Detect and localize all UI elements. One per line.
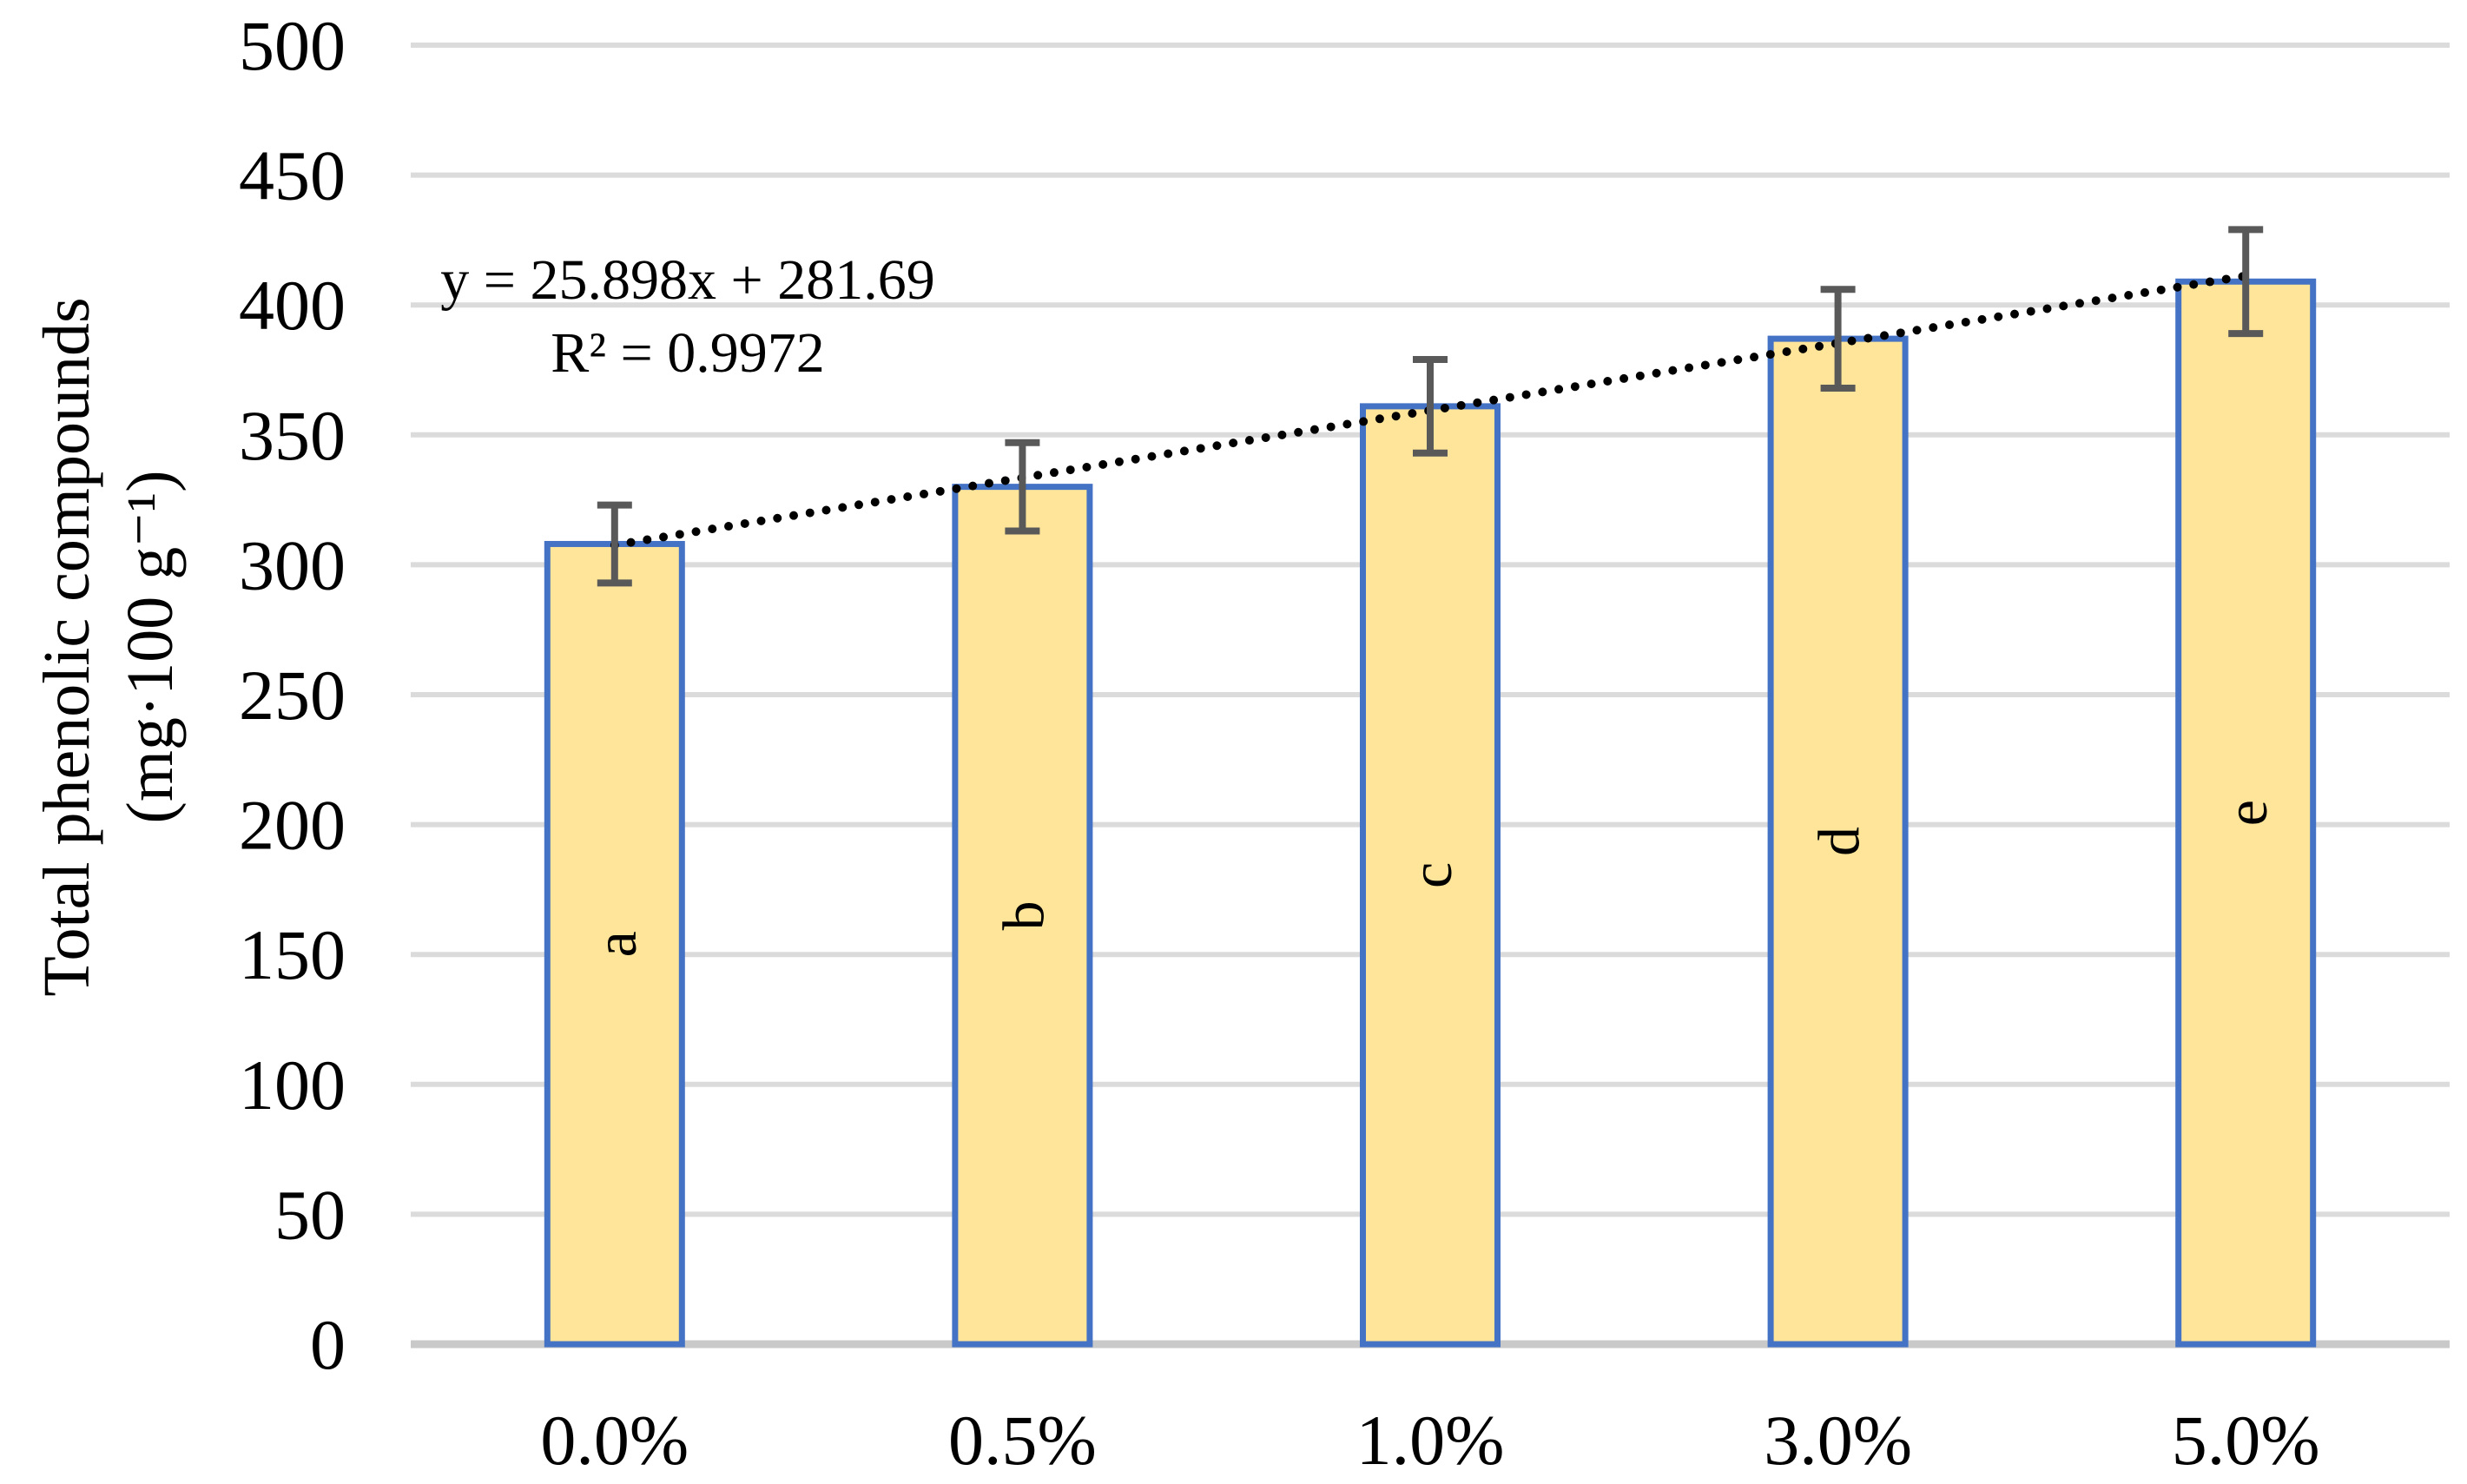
error-bar bbox=[1820, 286, 1856, 392]
bar-letter-label: b bbox=[990, 900, 1056, 930]
y-tick-label: 300 bbox=[239, 525, 346, 604]
y-tick-label: 150 bbox=[239, 915, 346, 994]
trendline-equation-block: y = 25.898x + 281.69 R² = 0.9972 bbox=[254, 244, 1122, 390]
bar-letter-label: c bbox=[1398, 862, 1464, 888]
y-tick-label: 400 bbox=[239, 266, 346, 345]
y-axis-title: Total phenolic compounds (mg·100 g⁻¹) bbox=[25, 109, 192, 1185]
error-bar bbox=[1005, 439, 1040, 535]
y-tick-label: 200 bbox=[239, 786, 346, 865]
y-axis-title-line1: Total phenolic compounds bbox=[30, 297, 103, 997]
bar-letter-label: a bbox=[583, 931, 649, 957]
error-bar bbox=[597, 501, 632, 587]
bar bbox=[544, 540, 685, 1348]
x-tick-label: 5.0% bbox=[2172, 1401, 2320, 1480]
error-bar bbox=[2228, 226, 2264, 338]
bar-letter-label: e bbox=[2213, 800, 2279, 826]
bar-letter-label: d bbox=[1806, 827, 1872, 856]
y-tick-label: 250 bbox=[239, 656, 346, 735]
trendline-r-squared: R² = 0.9972 bbox=[551, 321, 825, 385]
trendline-equation: y = 25.898x + 281.69 bbox=[440, 248, 935, 312]
y-tick-label: 100 bbox=[239, 1045, 346, 1125]
y-tick-label: 50 bbox=[274, 1175, 346, 1254]
bar bbox=[952, 484, 1093, 1348]
y-tick-label: 450 bbox=[239, 136, 346, 215]
y-tick-label: 500 bbox=[239, 6, 346, 85]
bar bbox=[1767, 335, 1909, 1348]
x-tick-label: 0.0% bbox=[540, 1401, 689, 1480]
error-bar bbox=[1413, 356, 1448, 457]
x-tick-label: 1.0% bbox=[1356, 1401, 1505, 1480]
y-tick-label: 0 bbox=[310, 1305, 346, 1384]
bar bbox=[2175, 278, 2317, 1348]
bar bbox=[1360, 403, 1501, 1348]
x-tick-label: 0.5% bbox=[948, 1401, 1097, 1480]
y-axis-title-line2: (mg·100 g⁻¹) bbox=[114, 470, 187, 824]
x-tick-label: 3.0% bbox=[1764, 1401, 1912, 1480]
y-tick-label: 350 bbox=[239, 396, 346, 475]
